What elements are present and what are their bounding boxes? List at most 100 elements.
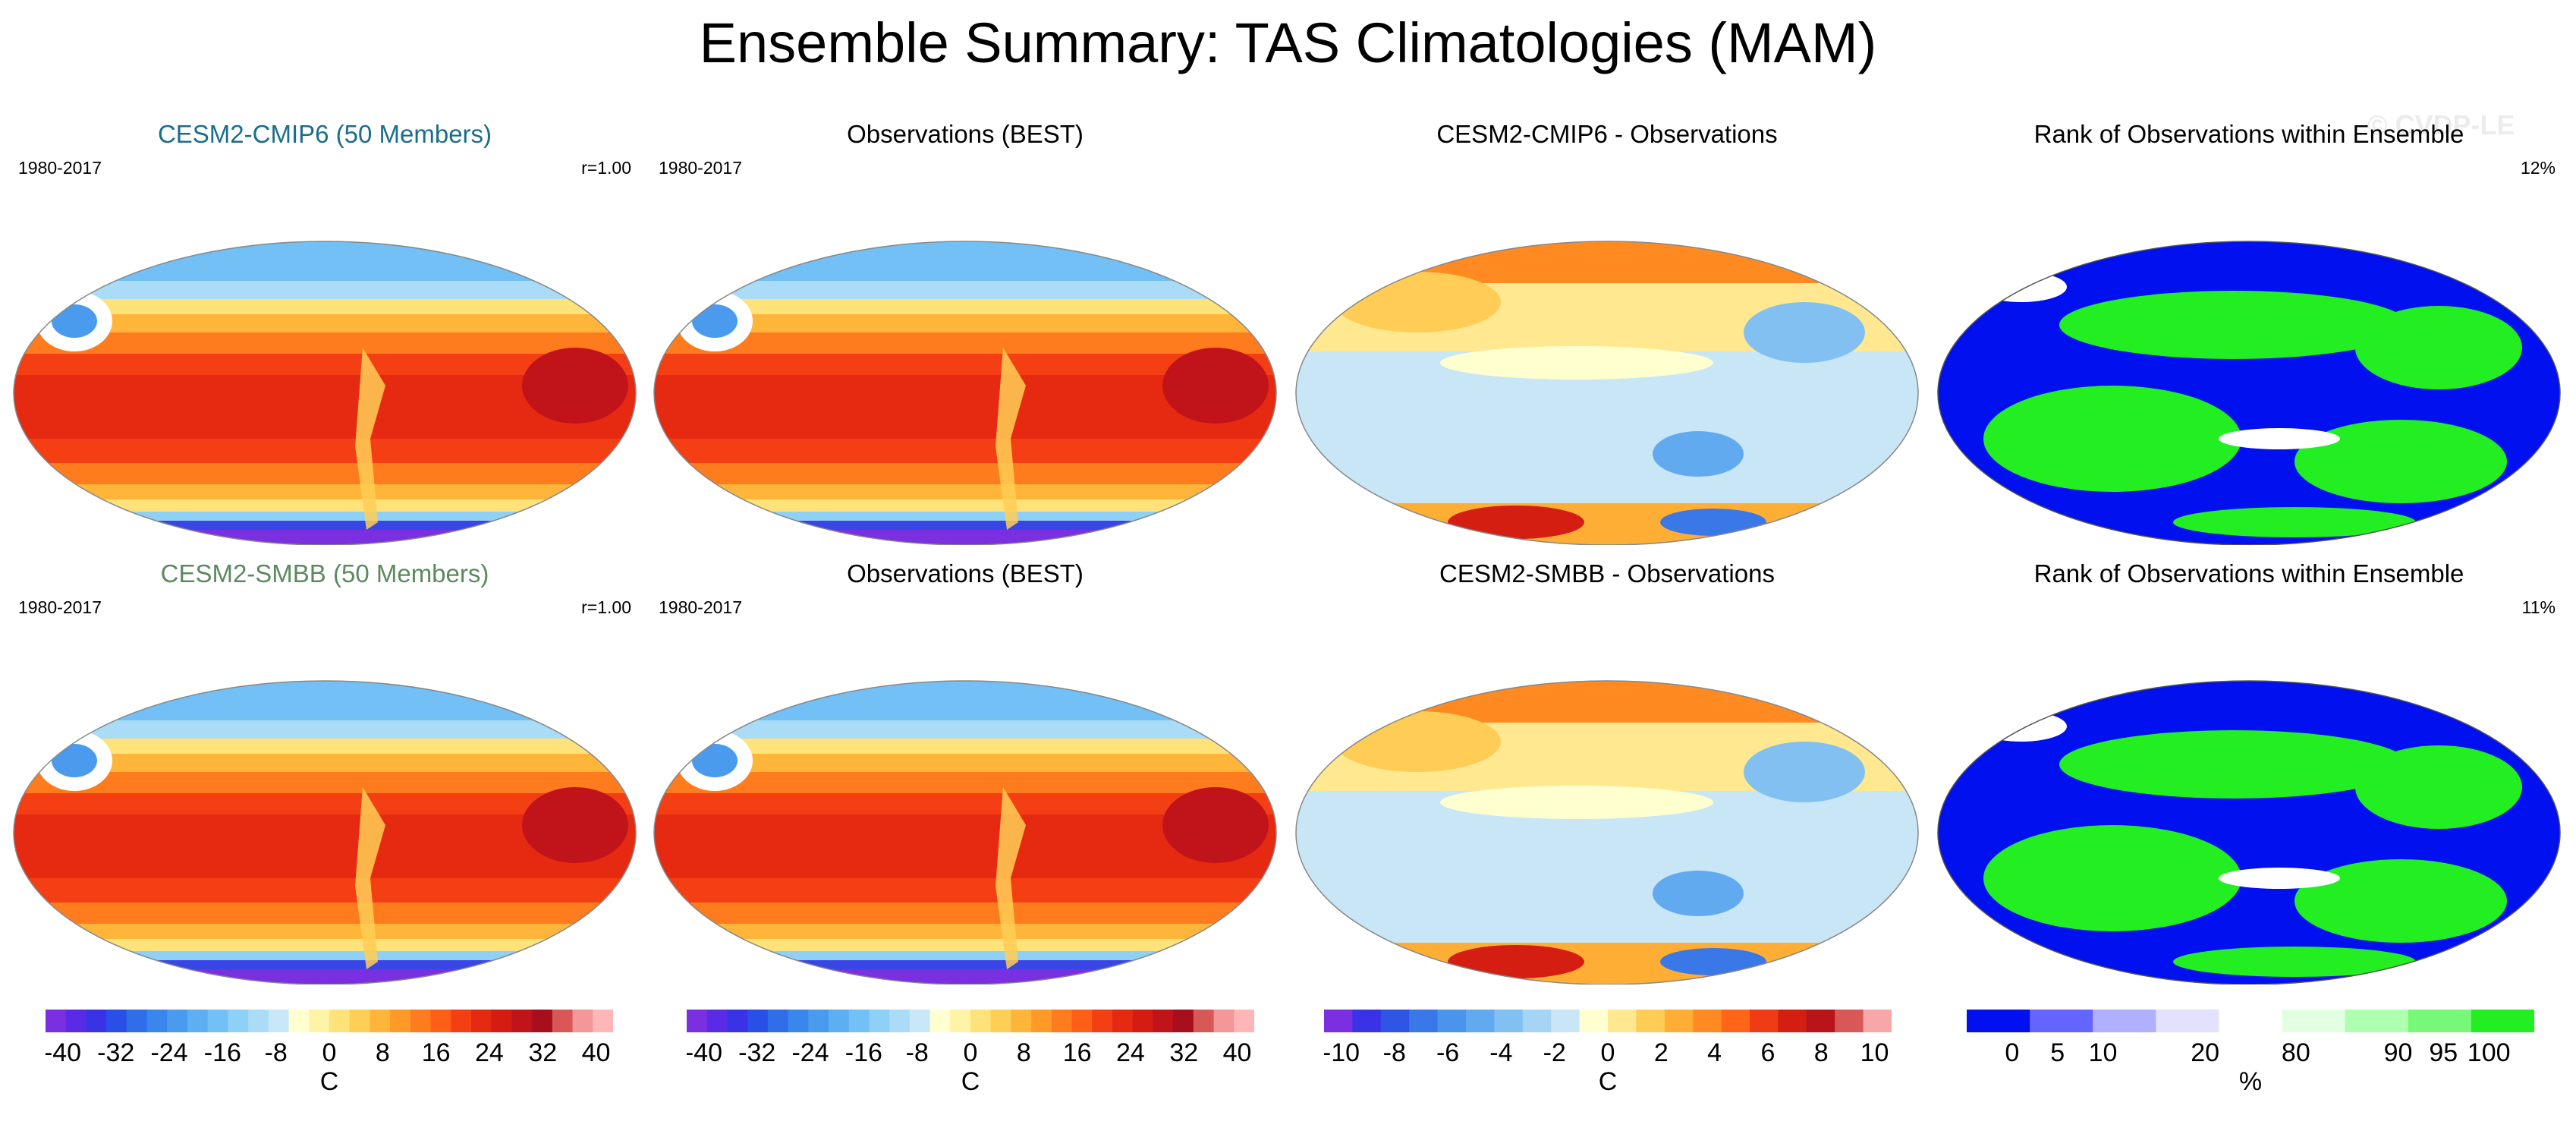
colorbar-tick-label: 4 [1707, 1038, 1722, 1067]
panel-stat-label: 12% [2520, 158, 2556, 178]
tibet-cold-core [692, 304, 738, 338]
colorbar-swatch [1494, 1010, 1524, 1032]
colorbar-tick-label: -40 [46, 1038, 81, 1067]
colorbar-swatch [1693, 1010, 1722, 1032]
colorbar-tick-label: -24 [150, 1038, 187, 1067]
panel-title: Rank of Observations within Ensemble [2033, 120, 2464, 148]
colorbar-swatch [1579, 1010, 1609, 1032]
north-atlantic-green-region [2355, 306, 2522, 389]
colorbar-tick-label: 0 [322, 1038, 337, 1067]
colorbar-swatch [1011, 1010, 1032, 1032]
tibet-cold-core [52, 744, 97, 777]
colorbar-tick-label: 80 [2282, 1038, 2310, 1067]
colorbar-swatch [2345, 1010, 2409, 1032]
colorbar-swatch [727, 1010, 748, 1032]
colorbar-swatch [706, 1010, 728, 1032]
arctic-band [654, 681, 1276, 720]
colorbar-unit-label: C [320, 1067, 339, 1096]
south-atlantic-green-region [2294, 859, 2507, 943]
colorbar-swatch [390, 1010, 411, 1032]
colorbar-tick-label: 100 [2467, 1038, 2511, 1067]
colorbar-swatch [1051, 1010, 1073, 1032]
colorbar-swatch [1437, 1010, 1467, 1032]
colorbar-swatch [46, 1010, 67, 1032]
colorbar-tick-label: 0 [1601, 1038, 1615, 1067]
map-outline [653, 680, 1277, 985]
colorbar-tick-label: 20 [2191, 1038, 2219, 1067]
colorbar-swatch [788, 1010, 809, 1032]
period-label: 1980-2017 [659, 158, 742, 178]
pacific-neutral-band [1440, 786, 1713, 819]
clim-map [653, 680, 1277, 985]
colorbar-swatch [1380, 1010, 1410, 1032]
colorbar-swatch [687, 1010, 708, 1032]
map-panel-r1-c3: CESM2-CMIP6 - Observations [1288, 120, 1926, 545]
colorbar-swatch [1213, 1010, 1235, 1032]
colorbar-1: -40 -32 -24 -16 -8 0 8 16 24 32 40 C [46, 1002, 613, 1131]
southern-ocean-green-band [2173, 507, 2416, 537]
colorbar-swatch [1750, 1010, 1779, 1032]
south-america-cool-anomaly [1653, 431, 1744, 477]
colorbar-tick-label: -8 [265, 1038, 288, 1067]
antarctic-warm-anomaly [1296, 943, 1918, 985]
map-panel-r2-c4: Rank of Observations within Ensemble 11% [1930, 559, 2568, 985]
map-outline [1295, 680, 1919, 985]
colorbar-tick-label: -8 [1383, 1038, 1406, 1067]
north-atlantic-cool-anomaly [1744, 302, 1865, 363]
colorbar-swatch [430, 1010, 451, 1032]
colorbar-3: -10 -8 -6 -4 -2 0 2 4 6 8 10 C [1324, 1002, 1892, 1131]
colorbar-swatch [451, 1010, 472, 1032]
pacific-white-streak [2219, 428, 2340, 449]
colorbar-swatch [228, 1010, 249, 1032]
colorbar-tick-label: 0 [2005, 1038, 2019, 1067]
colorbar-swatch [848, 1010, 870, 1032]
colorbar-tick-label: -16 [845, 1038, 882, 1067]
rank-map [1937, 241, 2561, 545]
map-panel-r2-c1: CESM2-SMBB (50 Members) 1980-2017 r=1.00 [6, 559, 643, 985]
rank-map [1937, 680, 2561, 985]
colorbar-swatch [1608, 1010, 1637, 1032]
north-atlantic-cool-anomaly [1744, 742, 1865, 802]
colorbar-swatch [329, 1010, 351, 1032]
colorbar-tick-label: 8 [1017, 1038, 1031, 1067]
colorbar-swatch [747, 1010, 769, 1032]
colorbar-tick-label: 10 [1860, 1038, 1889, 1067]
colorbar-swatch [491, 1010, 512, 1032]
colorbar-tick-label: 95 [2429, 1038, 2458, 1067]
panel-title: CESM2-SMBB (50 Members) [160, 559, 489, 588]
main-title: Ensemble Summary: TAS Climatologies (MAM… [699, 11, 1877, 74]
colorbar-swatch [1031, 1010, 1052, 1032]
colorbar-swatch [268, 1010, 290, 1032]
colorbar-swatch [126, 1010, 148, 1032]
south-america-cool-anomaly [1653, 871, 1744, 916]
panel-stat-label: r=1.00 [581, 158, 631, 178]
colorbar-swatch [2093, 1010, 2156, 1032]
period-label: 1980-2017 [18, 158, 102, 178]
colorbar-swatch [1522, 1010, 1552, 1032]
north-atlantic-green-region [2355, 745, 2522, 829]
south-pacific-green-region [1983, 386, 2241, 492]
colorbar-unit-label: C [961, 1067, 980, 1096]
antarctic-hot-spot-a [1448, 945, 1584, 978]
map-panel-r2-c3: CESM2-SMBB - Observations [1288, 559, 1926, 985]
colorbar-swatch [187, 1010, 209, 1032]
colorbar-tick-label: -6 [1436, 1038, 1459, 1067]
clim-map [13, 680, 637, 985]
colorbar-tick-label: 32 [1169, 1038, 1198, 1067]
diff-map [1295, 680, 1919, 985]
colorbar-swatch [2408, 1010, 2472, 1032]
clim-map [13, 241, 637, 545]
north-pacific-green-region [2059, 291, 2408, 359]
colorbar-4: 0 5 10 20 80 90 95 100% [1967, 1002, 2534, 1131]
map-outline [653, 241, 1277, 545]
africa-hot-spot [1162, 348, 1269, 424]
colorbar-swatch [167, 1010, 188, 1032]
colorbar-tick-label: 6 [1760, 1038, 1775, 1067]
arctic-warm-anomaly [1296, 241, 1918, 283]
colorbar-swatch [106, 1010, 127, 1032]
colorbar-tick-label: 16 [422, 1038, 451, 1067]
colorbar-swatch [1636, 1010, 1665, 1032]
map-panel-r1-c1: CESM2-CMIP6 (50 Members) 1980-2017 r=1.00 [6, 120, 643, 545]
africa-hot-spot [522, 787, 628, 863]
arctic-band [14, 681, 636, 720]
